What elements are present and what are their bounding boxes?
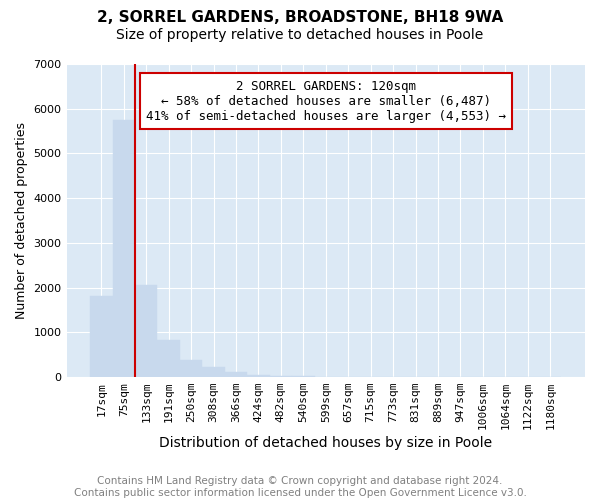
Bar bbox=[292, 376, 314, 377]
Text: 2, SORREL GARDENS, BROADSTONE, BH18 9WA: 2, SORREL GARDENS, BROADSTONE, BH18 9WA bbox=[97, 10, 503, 25]
Bar bbox=[135, 286, 157, 377]
Bar bbox=[157, 340, 180, 377]
Text: Contains HM Land Registry data © Crown copyright and database right 2024.
Contai: Contains HM Land Registry data © Crown c… bbox=[74, 476, 526, 498]
Y-axis label: Number of detached properties: Number of detached properties bbox=[15, 122, 28, 319]
Bar bbox=[269, 376, 292, 377]
Text: Size of property relative to detached houses in Poole: Size of property relative to detached ho… bbox=[116, 28, 484, 42]
Bar bbox=[90, 296, 113, 377]
Bar bbox=[180, 360, 202, 377]
Bar bbox=[225, 372, 247, 377]
Bar bbox=[202, 367, 225, 377]
X-axis label: Distribution of detached houses by size in Poole: Distribution of detached houses by size … bbox=[159, 436, 493, 450]
Bar bbox=[113, 120, 135, 377]
Text: 2 SORREL GARDENS: 120sqm
← 58% of detached houses are smaller (6,487)
41% of sem: 2 SORREL GARDENS: 120sqm ← 58% of detach… bbox=[146, 80, 506, 122]
Bar bbox=[247, 374, 269, 377]
